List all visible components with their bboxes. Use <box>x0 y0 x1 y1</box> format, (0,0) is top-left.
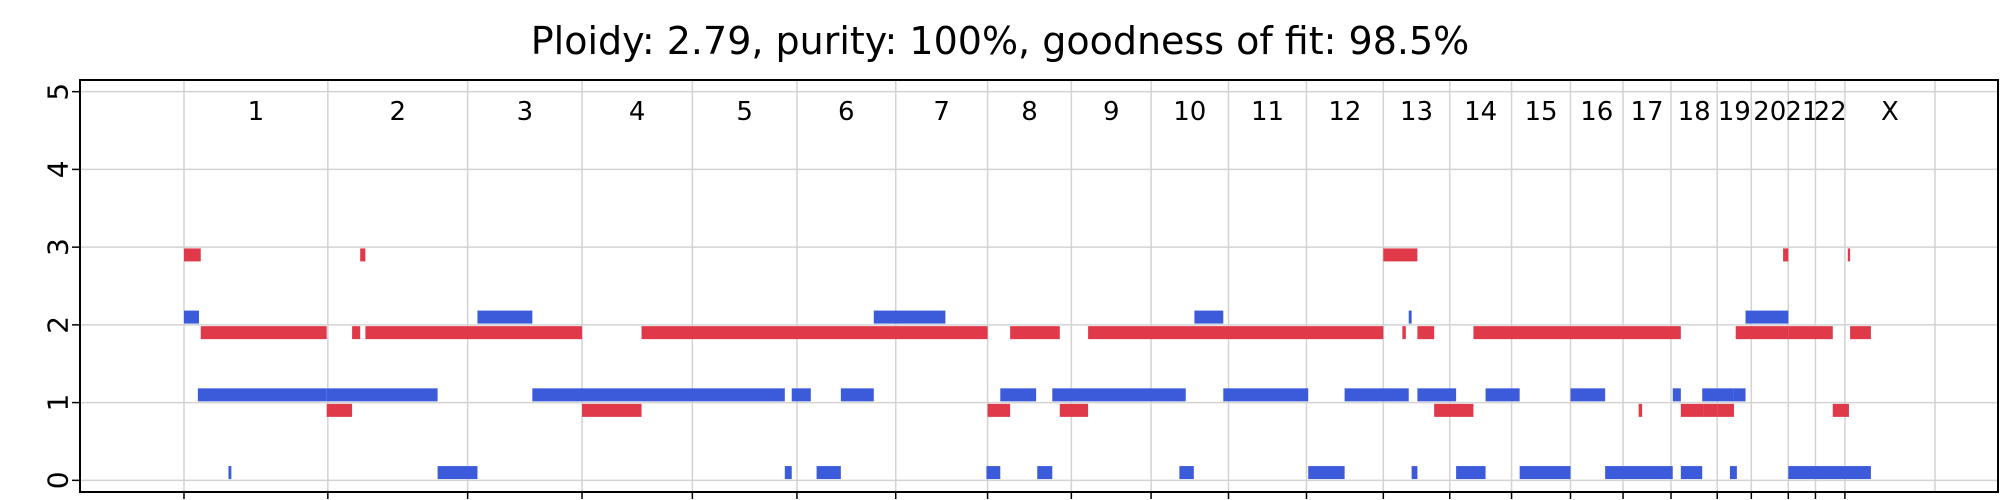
major-allele-segment <box>1735 326 1789 340</box>
minor-allele-segment <box>1308 466 1345 480</box>
minor-allele-segment <box>1605 466 1673 480</box>
major-allele-segment <box>326 403 353 417</box>
minor-allele-segment <box>228 466 232 480</box>
chromosome-label: 9 <box>1103 97 1120 127</box>
minor-allele-segment <box>1223 388 1309 402</box>
plot-frame <box>79 79 1999 493</box>
minor-allele-segment <box>1037 466 1053 480</box>
major-allele-segment <box>1059 403 1089 417</box>
major-allele-series <box>183 248 1871 417</box>
chromosome-label: X <box>1881 97 1899 127</box>
minor-allele-segment <box>1733 388 1746 402</box>
y-tick-label: 2 <box>42 316 75 334</box>
chromosome-label: 7 <box>933 97 950 127</box>
chromosome-label: 8 <box>1021 97 1038 127</box>
minor-allele-segment <box>816 466 841 480</box>
major-allele-segment <box>1473 326 1681 340</box>
major-allele-segment <box>1088 326 1384 340</box>
major-allele-segment <box>365 326 583 340</box>
chromosome-label: 15 <box>1524 97 1557 127</box>
minor-allele-segment <box>791 388 811 402</box>
minor-allele-segment <box>532 388 785 402</box>
y-tick-label: 3 <box>42 238 75 256</box>
chromosome-label: 22 <box>1814 97 1847 127</box>
minor-allele-segment <box>1672 388 1681 402</box>
major-allele-segment <box>582 403 642 417</box>
major-allele-segment <box>1383 248 1418 262</box>
major-allele-segment <box>360 248 366 262</box>
minor-allele-segment <box>1729 466 1737 480</box>
minor-allele-segment <box>1408 310 1412 324</box>
major-allele-segment <box>200 326 327 340</box>
chromosome-label: 12 <box>1328 97 1361 127</box>
major-allele-segment <box>1402 326 1406 340</box>
chromosome-label: 19 <box>1718 97 1751 127</box>
chromosome-label: 14 <box>1464 97 1497 127</box>
chromosome-label: 16 <box>1580 97 1613 127</box>
major-allele-segment <box>1850 326 1871 340</box>
minor-allele-segment <box>1788 466 1871 480</box>
minor-allele-segment <box>183 310 200 324</box>
minor-allele-segment <box>1194 310 1224 324</box>
minor-allele-segment <box>1417 388 1457 402</box>
minor-allele-segment <box>477 310 533 324</box>
major-allele-segment <box>1703 403 1718 417</box>
minor-allele-segment <box>1052 388 1186 402</box>
minor-allele-segment <box>326 388 438 402</box>
minor-allele-segment <box>437 466 478 480</box>
minor-allele-segment <box>1519 466 1571 480</box>
minor-allele-segment <box>1680 466 1703 480</box>
minor-allele-segment <box>1702 388 1734 402</box>
y-tick-label: 1 <box>42 394 75 412</box>
major-allele-segment <box>1638 403 1643 417</box>
minor-allele-segment <box>840 388 874 402</box>
major-allele-segment <box>987 403 1011 417</box>
y-tick-label: 0 <box>42 471 75 489</box>
minor-allele-segment <box>784 466 792 480</box>
minor-allele-segment <box>1000 388 1037 402</box>
major-allele-segment <box>641 326 988 340</box>
major-allele-segment <box>352 326 361 340</box>
major-allele-segment <box>1717 403 1734 417</box>
major-allele-segment <box>1783 248 1789 262</box>
major-allele-segment <box>1680 403 1704 417</box>
chromosome-label: 3 <box>517 97 534 127</box>
major-allele-segment <box>183 248 201 262</box>
chromosome-label: 17 <box>1630 97 1663 127</box>
major-allele-segment <box>1847 248 1851 262</box>
chart-title: Ploidy: 2.79, purity: 100%, goodness of … <box>531 19 1469 63</box>
major-allele-segment <box>1010 326 1060 340</box>
major-allele-segment <box>1434 403 1474 417</box>
minor-allele-segment <box>986 466 1001 480</box>
chromosome-label: 20 <box>1753 97 1786 127</box>
minor-allele-segment <box>1745 310 1789 324</box>
chromosome-label: 18 <box>1678 97 1711 127</box>
y-tick-label: 4 <box>42 160 75 178</box>
y-tick-label: 5 <box>42 83 75 101</box>
chromosome-label: 1 <box>248 97 265 127</box>
major-allele-segment <box>1788 326 1833 340</box>
chromosome-label: 10 <box>1173 97 1206 127</box>
chromosome-label: 5 <box>736 97 753 127</box>
chromosome-label: 4 <box>629 97 646 127</box>
major-allele-segment <box>1417 326 1435 340</box>
chromosome-label: 6 <box>838 97 855 127</box>
minor-allele-segment <box>1344 388 1409 402</box>
minor-allele-segment <box>197 388 327 402</box>
minor-allele-segment <box>1179 466 1194 480</box>
minor-allele-segment <box>1411 466 1418 480</box>
minor-allele-segment <box>1570 388 1606 402</box>
chromosome-label: 2 <box>389 97 406 127</box>
minor-allele-series <box>183 310 1871 480</box>
major-allele-segment <box>1832 403 1849 417</box>
minor-allele-segment <box>1456 466 1486 480</box>
chromosome-label: 11 <box>1251 97 1284 127</box>
minor-allele-segment <box>1485 388 1520 402</box>
chromosome-label: 13 <box>1400 97 1433 127</box>
chromosome-label: 21 <box>1785 97 1818 127</box>
minor-allele-segment <box>873 310 946 324</box>
